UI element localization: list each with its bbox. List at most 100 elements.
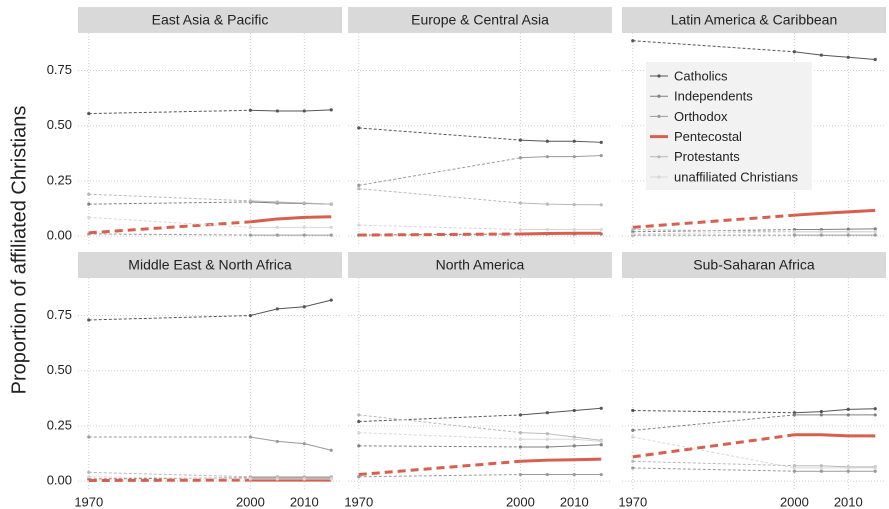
point [518,138,523,142]
series-line [520,407,602,416]
point [275,439,279,444]
point [572,227,576,232]
point [572,444,576,448]
strip [622,7,886,33]
series-line [88,315,251,321]
series-line [358,127,521,141]
point [572,435,576,439]
x-tick-label: 2000 [506,494,535,509]
point [275,307,279,311]
point [87,475,91,479]
series-line [632,213,795,229]
panel-title: North America [436,257,525,273]
x-tick-label: 2000 [236,494,265,509]
point [819,410,823,414]
point [792,466,797,470]
legend-key-point [657,155,661,159]
x-tick-label: 1970 [618,494,647,509]
point [518,413,523,417]
point [302,305,306,309]
x-tick-label: 2010 [290,494,319,509]
point [792,233,797,237]
point [329,448,333,452]
series-line [358,414,521,434]
point [792,413,797,417]
series-line [520,139,602,143]
series-line [250,436,332,451]
point [302,233,306,237]
series-line [632,467,795,472]
series-line [632,229,795,233]
point [572,472,576,477]
legend-key-point [657,114,661,118]
series-line [794,228,876,231]
point [846,233,850,237]
point [357,419,361,424]
point [518,472,523,477]
point [248,108,253,112]
point [329,108,333,112]
point [87,318,91,322]
strip [622,252,886,278]
series-line [520,155,602,159]
series-line [520,231,602,236]
series-line [632,40,795,53]
point [599,140,603,144]
series-line [250,200,332,205]
y-tick-label: 0.25 [47,417,72,432]
point [873,57,877,62]
point [572,408,576,413]
series-line [632,460,795,467]
series-line [250,109,332,112]
panel-title: Middle East & North Africa [128,257,292,273]
point [846,55,850,59]
point [819,469,823,473]
x-tick-label: 2010 [560,494,589,509]
x-tick-label: 1970 [344,494,373,509]
point [518,445,523,449]
point [819,230,823,234]
point [357,126,361,130]
point [545,445,549,449]
point [819,413,823,417]
y-tick-label: 0.50 [47,117,72,132]
point [873,407,877,411]
point [599,227,603,232]
point [631,232,635,236]
series-line [88,477,251,480]
point [545,411,549,415]
point [329,202,333,206]
point [846,407,850,411]
legend-label: Pentecostal [674,129,742,144]
series-line [794,433,876,438]
point [819,464,823,468]
legend-label: Independents [674,89,753,104]
point [275,477,279,481]
point [819,233,823,237]
point [631,466,635,470]
point [87,215,91,219]
series-line [88,193,251,202]
point [545,432,549,436]
series-line [794,51,876,60]
point [357,223,361,227]
series-line [88,233,251,236]
point [846,227,850,231]
y-tick-label: 0.00 [47,473,72,488]
point [518,201,523,205]
series-line [88,476,251,480]
series-line [632,436,795,469]
point [248,477,253,481]
point [792,50,797,54]
point [248,313,253,318]
point [275,475,279,479]
point [275,233,279,237]
point [873,227,877,231]
series-line [250,215,332,224]
point [572,155,576,159]
x-tick-label: 2010 [834,494,863,509]
series-line [632,414,795,431]
point [302,477,306,481]
series-line [358,224,521,231]
